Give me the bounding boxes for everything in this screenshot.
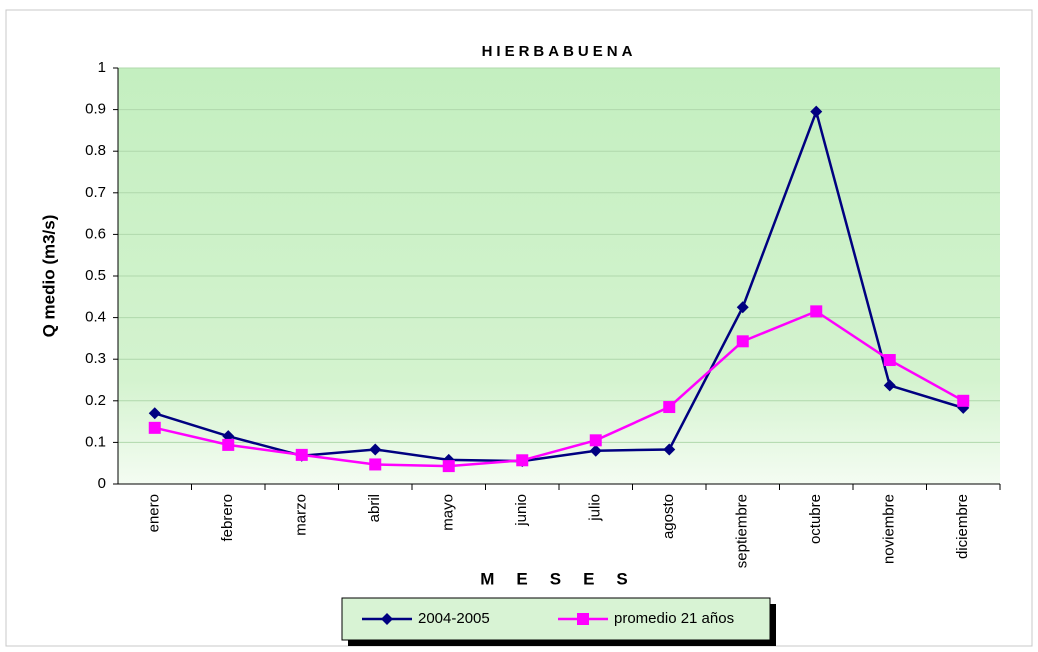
data-point	[369, 443, 382, 456]
chart-title: HIERBABUENA	[482, 43, 637, 60]
data-point	[957, 394, 970, 407]
x-tick-label: septiembre	[734, 494, 751, 568]
x-tick-label: octubre	[807, 494, 824, 544]
legend-label: promedio 21 años	[614, 610, 734, 627]
data-point	[810, 305, 823, 318]
data-point	[736, 335, 749, 348]
data-point	[369, 458, 382, 471]
data-point	[736, 301, 749, 314]
data-point	[148, 421, 161, 434]
x-tick-label: marzo	[293, 494, 310, 536]
legend	[341, 597, 771, 641]
x-tick-label: enero	[146, 494, 163, 532]
data-point	[663, 401, 676, 414]
x-tick-label: agosto	[660, 494, 677, 539]
x-tick-label: mayo	[440, 494, 457, 531]
data-point	[222, 438, 235, 451]
x-tick-label: julio	[587, 494, 604, 522]
y-tick-label: 0.4	[85, 309, 106, 326]
y-tick-label: 0.9	[85, 101, 106, 118]
y-tick-label: 0.1	[85, 433, 106, 450]
x-tick-label: abril	[366, 494, 383, 522]
legend-marker	[577, 613, 589, 625]
data-point	[883, 379, 896, 392]
data-point	[589, 444, 602, 457]
y-tick-label: 0.6	[85, 225, 106, 242]
data-point	[589, 434, 602, 447]
y-axis-label: Q medio (m3/s)	[39, 215, 58, 338]
y-tick-label: 0.5	[85, 267, 106, 284]
data-point	[442, 460, 455, 473]
legend-label: 2004-2005	[418, 610, 490, 627]
y-tick-label: 0	[98, 475, 106, 492]
legend-marker	[381, 613, 393, 625]
data-point	[295, 448, 308, 461]
data-point	[810, 105, 823, 118]
y-tick-label: 0.8	[85, 142, 106, 159]
x-tick-label: febrero	[219, 494, 236, 542]
y-tick-label: 0.2	[85, 392, 106, 409]
data-point	[516, 454, 529, 467]
data-point	[148, 407, 161, 420]
data-point	[883, 354, 896, 367]
data-point	[663, 443, 676, 456]
y-tick-label: 0.3	[85, 350, 106, 367]
x-axis-label: MESES	[480, 569, 650, 588]
x-tick-label: diciembre	[954, 494, 971, 559]
series-line	[154, 309, 964, 468]
x-tick-label: junio	[513, 494, 530, 527]
y-tick-label: 0.7	[85, 184, 106, 201]
x-tick-label: noviembre	[881, 494, 898, 564]
y-tick-label: 1	[98, 59, 106, 76]
